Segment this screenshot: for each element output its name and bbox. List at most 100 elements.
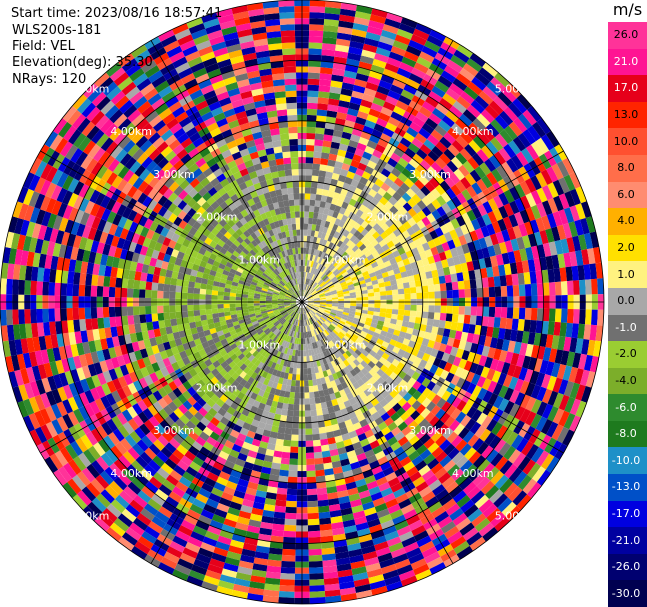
- velocity-gate: [504, 125, 518, 141]
- velocity-gate: [408, 450, 420, 462]
- velocity-gate: [369, 349, 377, 358]
- velocity-gate: [327, 190, 335, 198]
- velocity-gate: [304, 307, 307, 314]
- velocity-gate: [291, 373, 297, 381]
- velocity-gate: [306, 132, 316, 140]
- velocity-gate: [373, 291, 381, 297]
- velocity-gate: [320, 61, 334, 69]
- velocity-gate: [431, 506, 446, 519]
- velocity-gate: [551, 163, 564, 180]
- velocity-gate: [366, 25, 383, 36]
- velocity-gate: [310, 288, 316, 294]
- velocity-gate: [339, 258, 346, 265]
- velocity-gate: [587, 248, 596, 265]
- velocity-gate: [563, 174, 576, 192]
- velocity-gate: [308, 379, 314, 387]
- velocity-gate: [493, 243, 502, 256]
- velocity-gate: [351, 322, 358, 328]
- velocity-gate: [404, 163, 416, 174]
- velocity-gate: [373, 192, 383, 202]
- velocity-gate: [585, 279, 592, 295]
- velocity-gate: [355, 116, 367, 126]
- velocity-gate: [388, 196, 398, 206]
- velocity-gate: [323, 277, 330, 283]
- velocity-gate: [417, 210, 427, 220]
- velocity-gate: [372, 223, 381, 232]
- velocity-gate: [343, 438, 353, 447]
- velocity-gate: [319, 325, 325, 332]
- velocity-gate: [429, 562, 447, 575]
- velocity-gate: [336, 240, 344, 248]
- velocity-gate: [562, 157, 575, 175]
- velocity-gate: [339, 501, 352, 510]
- velocity-gate: [307, 524, 321, 532]
- velocity-gate: [387, 421, 398, 432]
- velocity-gate: [453, 540, 470, 555]
- velocity-gate: [397, 283, 404, 290]
- velocity-gate: [487, 347, 496, 359]
- velocity-gate: [422, 422, 434, 434]
- velocity-gate: [372, 265, 381, 272]
- velocity-gate: [389, 380, 399, 390]
- velocity-gate: [535, 137, 550, 154]
- velocity-gate: [347, 108, 359, 117]
- velocity-gate: [205, 294, 212, 300]
- velocity-gate: [325, 116, 337, 124]
- velocity-gate: [558, 177, 570, 194]
- velocity-gate: [364, 231, 373, 240]
- velocity-gate: [499, 275, 507, 287]
- velocity-gate: [317, 309, 324, 314]
- velocity-gate: [332, 466, 343, 475]
- velocity-gate: [346, 281, 354, 286]
- velocity-gate: [290, 379, 296, 387]
- velocity-gate: [380, 364, 389, 373]
- velocity-gate: [481, 127, 495, 142]
- velocity-gate: [433, 312, 441, 321]
- velocity-gate: [316, 109, 328, 117]
- velocity-gate: [341, 163, 351, 172]
- velocity-gate: [469, 230, 479, 242]
- velocity-gate: [493, 395, 504, 409]
- velocity-gate: [211, 308, 219, 314]
- velocity-gate: [497, 218, 507, 232]
- velocity-gate: [334, 270, 341, 277]
- velocity-gate: [409, 287, 417, 294]
- velocity-gate: [164, 319, 172, 328]
- velocity-gate: [382, 127, 395, 138]
- velocity-gate: [343, 400, 352, 409]
- velocity-gate: [554, 308, 562, 323]
- velocity-gate: [319, 272, 325, 279]
- velocity-gate: [365, 333, 373, 340]
- velocity-gate: [336, 383, 344, 392]
- velocity-gate: [157, 305, 164, 314]
- velocity-gate: [370, 322, 378, 329]
- velocity-gate: [331, 293, 338, 297]
- velocity-gate: [505, 82, 522, 99]
- velocity-gate: [477, 204, 488, 217]
- velocity-gate: [321, 146, 331, 154]
- velocity-gate: [319, 517, 332, 525]
- velocity-gate: [305, 416, 312, 423]
- velocity-gate: [431, 85, 446, 98]
- velocity-gate: [302, 277, 304, 284]
- velocity-gate: [309, 572, 324, 580]
- velocity-gate: [391, 309, 399, 315]
- velocity-gate: [459, 131, 473, 145]
- velocity-gate: [307, 506, 319, 514]
- velocity-gate: [408, 142, 420, 154]
- velocity-gate: [372, 445, 383, 455]
- velocity-gate: [347, 283, 355, 289]
- velocity-gate: [378, 316, 386, 322]
- velocity-gate: [581, 249, 590, 265]
- velocity-gate: [354, 349, 362, 357]
- velocity-gate: [518, 223, 528, 237]
- velocity-gate: [498, 442, 512, 457]
- velocity-gate: [349, 40, 365, 50]
- velocity-gate: [504, 351, 514, 364]
- velocity-gate: [476, 375, 487, 388]
- velocity-gate: [331, 172, 340, 181]
- velocity-gate: [563, 336, 572, 352]
- velocity-gate: [403, 509, 418, 521]
- velocity-gate: [388, 323, 396, 330]
- velocity-gate: [472, 259, 481, 271]
